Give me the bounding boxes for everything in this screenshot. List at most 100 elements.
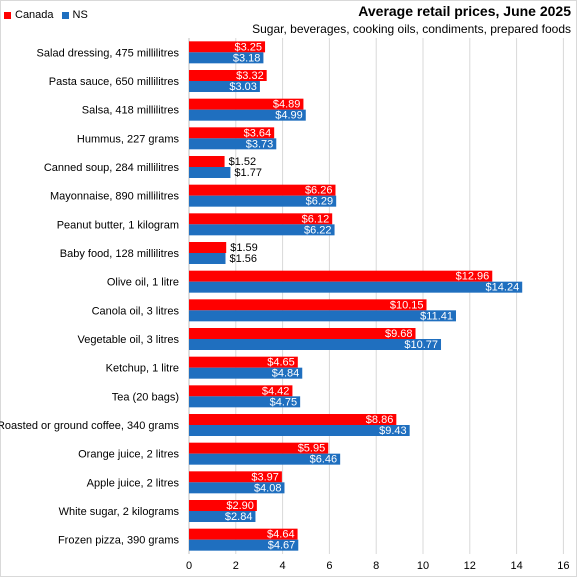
data-label: $1.52 bbox=[229, 156, 257, 168]
data-label: $2.90 bbox=[226, 500, 254, 512]
data-label: $3.03 bbox=[229, 81, 257, 93]
data-label: $11.41 bbox=[420, 310, 453, 322]
x-tick-label: 4 bbox=[280, 560, 286, 572]
data-label: $4.84 bbox=[272, 368, 300, 380]
bar-canada bbox=[189, 414, 397, 425]
bar-ns bbox=[189, 511, 256, 522]
bar-ns bbox=[189, 195, 337, 207]
bar-canada bbox=[189, 41, 266, 53]
x-tick-label: 12 bbox=[464, 560, 476, 572]
category-label: Mayonnaise, 890 millilitres bbox=[50, 191, 179, 203]
bar-ns bbox=[189, 224, 335, 236]
bar-canada bbox=[189, 184, 336, 196]
data-label: $10.77 bbox=[404, 339, 438, 351]
data-label: $3.25 bbox=[235, 41, 263, 53]
data-label: $6.29 bbox=[306, 196, 334, 208]
bar-canada bbox=[189, 500, 257, 511]
bar-canada bbox=[189, 299, 427, 311]
legend-item-canada: Canada bbox=[4, 9, 54, 21]
bar-canada bbox=[189, 242, 227, 253]
data-label: $8.86 bbox=[366, 414, 394, 426]
data-label: $6.22 bbox=[304, 224, 332, 236]
x-tick-label: 0 bbox=[186, 560, 192, 572]
bar-canada bbox=[189, 98, 304, 110]
bar-ns bbox=[189, 138, 277, 150]
chart-subtitle: Sugar, beverages, cooking oils, condimen… bbox=[252, 22, 571, 36]
data-label: $4.99 bbox=[275, 110, 303, 122]
bar-ns bbox=[189, 167, 231, 178]
data-label: $4.08 bbox=[254, 482, 282, 494]
legend: Canada NS bbox=[4, 9, 96, 21]
data-label: $4.75 bbox=[270, 396, 298, 408]
bar-canada bbox=[189, 442, 329, 454]
x-tick-label: 8 bbox=[373, 560, 379, 572]
legend-swatch-canada bbox=[4, 11, 11, 19]
category-label: Frozen pizza, 390 grams bbox=[58, 535, 180, 547]
data-label: $3.32 bbox=[236, 70, 264, 82]
data-label: $6.26 bbox=[305, 185, 333, 197]
bar-canada bbox=[189, 385, 293, 397]
bar-ns bbox=[189, 482, 285, 494]
category-label: Salad dressing, 475 millilitres bbox=[37, 47, 180, 59]
data-label: $4.89 bbox=[273, 99, 301, 111]
data-label: $5.95 bbox=[298, 443, 326, 455]
category-label: Peanut butter, 1 kilogram bbox=[57, 219, 179, 231]
category-label: Roasted or ground coffee, 340 grams bbox=[0, 420, 179, 432]
category-label: White sugar, 2 kilograms bbox=[59, 506, 180, 518]
data-label: $2.84 bbox=[225, 511, 253, 523]
category-label: Tea (20 bags) bbox=[112, 391, 179, 403]
bar-ns bbox=[189, 109, 306, 121]
data-label: $12.96 bbox=[456, 271, 490, 283]
data-label: $4.64 bbox=[267, 529, 295, 541]
legend-label-canada: Canada bbox=[15, 9, 54, 21]
x-tick-label: 2 bbox=[233, 560, 239, 572]
x-tick-label: 14 bbox=[510, 560, 522, 572]
category-label: Baby food, 128 millilitres bbox=[60, 248, 180, 260]
bar-ns bbox=[189, 81, 260, 92]
legend-swatch-ns bbox=[61, 11, 69, 19]
bar-ns bbox=[189, 52, 264, 64]
category-label: Apple juice, 2 litres bbox=[87, 477, 180, 489]
bar-ns bbox=[189, 396, 301, 408]
bar-ns bbox=[189, 253, 226, 264]
bar-canada bbox=[189, 127, 275, 139]
x-tick-label: 6 bbox=[326, 560, 332, 572]
bar-ns bbox=[189, 367, 303, 379]
data-label: $9.68 bbox=[385, 328, 413, 340]
data-label: $3.18 bbox=[233, 52, 261, 64]
data-label: $1.56 bbox=[230, 253, 258, 265]
legend-label-ns: NS bbox=[72, 9, 88, 21]
data-label: $4.67 bbox=[268, 540, 296, 552]
bar-canada bbox=[189, 328, 416, 339]
x-tick-label: 16 bbox=[557, 560, 569, 572]
bar-ns bbox=[189, 281, 523, 293]
data-label: $9.43 bbox=[379, 425, 407, 437]
data-label: $3.73 bbox=[246, 138, 274, 150]
data-label: $14.24 bbox=[486, 282, 520, 294]
bar-ns bbox=[189, 339, 442, 350]
bar-canada bbox=[189, 270, 493, 282]
bar-canada bbox=[189, 528, 298, 540]
bar-ns bbox=[189, 453, 341, 465]
bar-ns bbox=[189, 310, 456, 322]
data-label: $1.59 bbox=[230, 242, 258, 254]
bar-ns bbox=[189, 425, 410, 436]
bar-canada bbox=[189, 213, 333, 225]
data-label: $3.64 bbox=[244, 127, 272, 139]
category-label: Pasta sauce, 650 millilitres bbox=[49, 76, 180, 88]
category-label: Hummus, 227 grams bbox=[77, 133, 180, 145]
category-label: Vegetable oil, 3 litres bbox=[77, 334, 179, 346]
category-label: Olive oil, 1 litre bbox=[107, 277, 179, 289]
data-label: $6.46 bbox=[310, 454, 338, 466]
x-tick-label: 10 bbox=[417, 560, 429, 572]
category-label: Salsa, 418 millilitres bbox=[82, 105, 180, 117]
bar-canada bbox=[189, 156, 225, 167]
bar-canada bbox=[189, 70, 267, 81]
category-label: Ketchup, 1 litre bbox=[106, 363, 179, 375]
data-label: $4.42 bbox=[262, 385, 290, 397]
data-label: $4.65 bbox=[267, 357, 295, 369]
legend-item-ns: NS bbox=[61, 9, 88, 21]
data-label: $3.97 bbox=[251, 471, 279, 483]
data-label: $6.12 bbox=[302, 213, 330, 225]
